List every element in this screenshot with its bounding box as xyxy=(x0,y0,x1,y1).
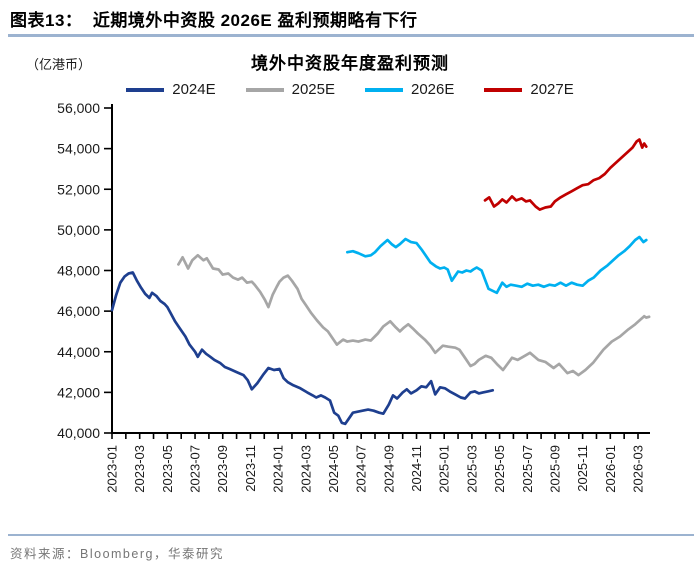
legend-label-2026E: 2026E xyxy=(411,81,455,98)
legend-item-2024E: 2024E xyxy=(126,81,216,98)
legend-label-2024E: 2024E xyxy=(172,81,216,98)
series-line-2025E xyxy=(177,253,651,377)
x-tick-label: 2025-05 xyxy=(492,445,507,493)
legend-swatch-2024E xyxy=(126,87,165,92)
legend-item-2026E: 2026E xyxy=(365,81,454,98)
x-tick-label: 2024-11 xyxy=(409,445,424,492)
footer-divider xyxy=(8,534,694,536)
x-tick-label: 2023-09 xyxy=(215,445,230,493)
x-tick-label: 2024-01 xyxy=(271,445,286,493)
y-axis-unit-label: （亿港币） xyxy=(26,57,92,72)
series-line-2024E xyxy=(110,271,495,426)
x-tick-label: 2024-03 xyxy=(298,445,313,493)
x-tick-label: 2023-11 xyxy=(243,445,258,492)
x-tick-label: 2026-01 xyxy=(603,445,618,493)
y-tick-label: 50,000 xyxy=(57,222,100,238)
x-tick-label: 2025-07 xyxy=(520,445,535,493)
legend-swatch-2025E xyxy=(245,87,284,92)
chart-legend: 2024E 2025E 2026E 2027E xyxy=(0,81,700,98)
x-tick-label: 2025-09 xyxy=(547,445,562,493)
legend-label-2025E: 2025E xyxy=(291,81,335,98)
legend-swatch-2026E xyxy=(365,87,403,92)
legend-item-2027E: 2027E xyxy=(484,81,574,98)
title-divider xyxy=(8,34,694,37)
x-tick-label: 2023-05 xyxy=(160,445,175,493)
x-tick-label: 2026-03 xyxy=(631,445,646,493)
y-tick-label: 44,000 xyxy=(57,344,100,360)
x-tick-label: 2024-07 xyxy=(354,445,369,493)
x-tick-label: 2023-03 xyxy=(132,445,147,493)
source-note: 资料来源：Bloomberg，华泰研究 xyxy=(10,547,224,561)
y-tick-label: 56,000 xyxy=(57,100,100,116)
y-tick-label: 46,000 xyxy=(57,303,100,319)
x-tick-label: 2023-07 xyxy=(188,445,203,493)
y-tick-label: 40,000 xyxy=(57,425,100,441)
x-tick-label: 2023-01 xyxy=(105,445,120,493)
x-tick-label: 2024-09 xyxy=(381,445,396,493)
series-line-2026E xyxy=(345,235,648,295)
y-tick-label: 48,000 xyxy=(57,263,100,279)
legend-label-2027E: 2027E xyxy=(530,81,574,98)
legend-item-2025E: 2025E xyxy=(245,81,335,98)
series-line-2027E xyxy=(483,138,648,211)
y-tick-label: 52,000 xyxy=(57,181,100,197)
x-tick-label: 2025-01 xyxy=(437,445,452,493)
x-tick-label: 2025-03 xyxy=(464,445,479,493)
y-tick-label: 54,000 xyxy=(57,141,100,157)
earnings-forecast-line-chart: 40,000 42,000 44,000 46,000 48,000 50,000 52,0… xyxy=(57,100,651,493)
x-tick-label: 2025-11 xyxy=(575,445,590,492)
x-tick-label: 2024-05 xyxy=(326,445,341,493)
figure-title: 图表13： 近期境外中资股 2026E 盈利预期略有下行 xyxy=(10,11,418,30)
legend-swatch-2027E xyxy=(484,87,523,92)
y-tick-label: 42,000 xyxy=(57,384,100,400)
chart-title: 境外中资股年度盈利预测 xyxy=(251,54,449,73)
